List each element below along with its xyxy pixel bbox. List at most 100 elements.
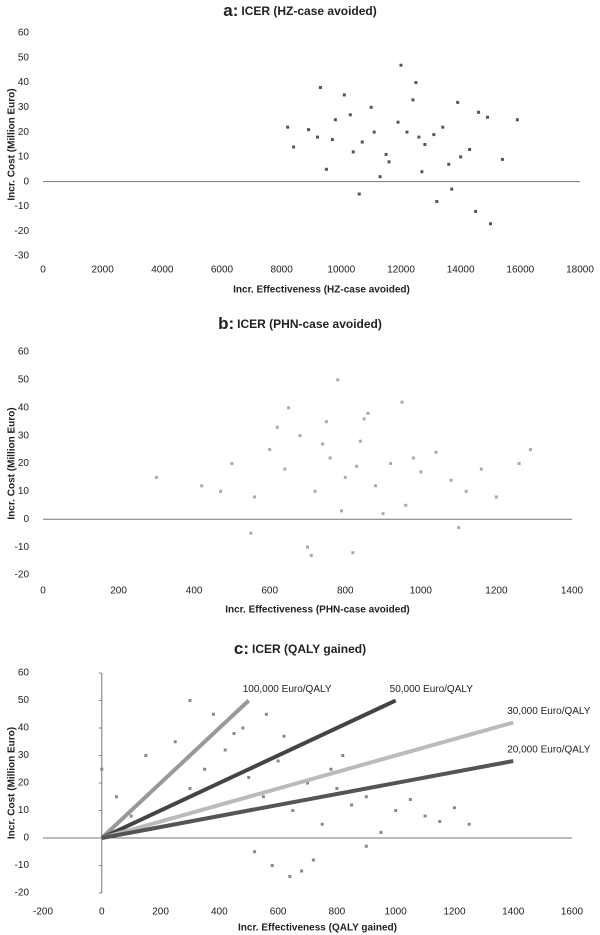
scatter-point — [381, 512, 385, 516]
scatter-point — [291, 809, 295, 812]
scatter-point — [324, 167, 328, 171]
scatter-point — [351, 150, 355, 154]
threshold-label: 50,000 Euro/QALY — [390, 684, 474, 695]
scatter-point — [340, 509, 344, 513]
scatter-point — [399, 63, 403, 67]
y-tick-label: -30 — [15, 251, 30, 262]
scatter-point — [414, 81, 418, 85]
scatter-point — [253, 850, 257, 854]
scatter-point — [343, 475, 347, 479]
scatter-point — [432, 133, 436, 137]
scatter-point — [286, 125, 290, 129]
x-tick-label: 1200 — [443, 907, 466, 918]
y-tick-label: 50 — [18, 52, 30, 63]
threshold-label: 30,000 Euro/QALY — [507, 706, 591, 717]
scatter-point — [318, 86, 322, 90]
scatter-point — [307, 128, 311, 132]
scatter-point — [479, 467, 483, 471]
chart-panel: b: ICER (PHN-case avoided) Incr. Effective… — [7, 314, 584, 615]
x-tick-label: 800 — [337, 586, 354, 597]
scatter-point — [309, 553, 313, 557]
scatter-point — [441, 125, 445, 129]
x-tick-label: 800 — [329, 907, 346, 918]
y-axis-label: Incr. Cost (Million Euro) — [7, 88, 18, 200]
threshold-line — [100, 699, 251, 840]
scatter-point — [358, 439, 362, 443]
scatter-point — [298, 434, 302, 438]
scatter-point — [374, 484, 378, 488]
scatter-point — [320, 822, 324, 826]
scatter-point — [283, 467, 287, 471]
scatter-point — [328, 456, 332, 460]
scatter-point — [452, 806, 456, 810]
chart-panel: c: ICER (QALY gained) Incr. Effectiveness … — [7, 639, 591, 933]
x-tick-label: 0 — [40, 265, 46, 276]
scatter-point — [419, 470, 423, 474]
panel-label: a: — [223, 1, 238, 20]
x-tick-label: 0 — [99, 907, 105, 918]
scatter-point — [300, 869, 304, 873]
x-tick-label: 1400 — [561, 586, 584, 597]
x-axis-label: Incr. Effectiveness (PHN-case avoided) — [225, 605, 410, 616]
scatter-point — [268, 448, 272, 452]
y-tick-label: 60 — [18, 347, 30, 358]
scatter-point — [144, 754, 148, 757]
y-tick-label: 0 — [23, 176, 29, 187]
scatter-point — [404, 503, 408, 507]
x-tick-label: 12000 — [387, 265, 415, 276]
x-tick-label: 1600 — [561, 907, 584, 918]
scatter-point — [411, 456, 415, 460]
scatter-point — [435, 199, 439, 203]
scatter-point — [288, 875, 292, 878]
x-tick-label: 10000 — [327, 265, 355, 276]
y-tick-label: -10 — [15, 201, 30, 212]
scatter-point — [351, 551, 355, 555]
scatter-point — [264, 712, 268, 716]
scatter-point — [275, 425, 279, 429]
y-tick-label: 30 — [18, 102, 30, 113]
y-axis-label: Incr. Cost (Million Euro) — [7, 727, 18, 839]
scatter-point — [333, 118, 337, 122]
x-tick-label: 6000 — [211, 265, 234, 276]
threshold-line — [100, 698, 397, 840]
scatter-point — [219, 489, 223, 493]
y-tick-label: 30 — [18, 430, 30, 441]
scatter-point — [276, 759, 280, 763]
scatter-point — [364, 795, 368, 799]
threshold-label: 100,000 Euro/QALY — [243, 684, 332, 695]
scatter-point — [223, 748, 227, 752]
y-tick-label: 0 — [23, 514, 29, 525]
y-tick-label: 40 — [18, 402, 30, 413]
x-tick-label: 200 — [110, 586, 127, 597]
scatter-point — [355, 464, 359, 468]
scatter-point — [203, 767, 207, 771]
scatter-point — [366, 411, 370, 415]
scatter-point — [457, 526, 461, 530]
threshold-line — [101, 759, 514, 840]
scatter-point — [154, 475, 158, 479]
scatter-point — [200, 484, 204, 488]
scatter-point — [253, 495, 257, 499]
scatter-point — [449, 478, 453, 482]
scatter-point — [350, 803, 354, 807]
scatter-point — [396, 120, 400, 124]
scatter-point — [282, 734, 286, 738]
scatter-point — [456, 100, 460, 104]
y-tick-label: 20 — [18, 127, 30, 138]
scatter-point — [336, 378, 340, 382]
y-tick-label: -20 — [15, 226, 30, 237]
scatter-point — [230, 462, 234, 465]
scatter-point — [364, 844, 368, 848]
y-tick-label: 0 — [23, 833, 29, 844]
x-tick-label: 200 — [152, 907, 169, 918]
chart-panel: a: ICER (HZ-case avoided) Incr. Effectiven… — [7, 1, 595, 295]
x-tick-label: 400 — [211, 907, 228, 918]
scatter-point — [423, 814, 427, 818]
title-text: ICER (HZ-case avoided) — [241, 4, 376, 18]
scatter-point — [389, 462, 393, 465]
y-tick-label: -20 — [15, 570, 30, 581]
scatter-point — [515, 118, 519, 122]
scatter-point — [330, 138, 334, 142]
y-tick-label: 30 — [18, 750, 30, 761]
x-axis-label: Incr. Effectiveness (QALY gained) — [238, 923, 397, 934]
